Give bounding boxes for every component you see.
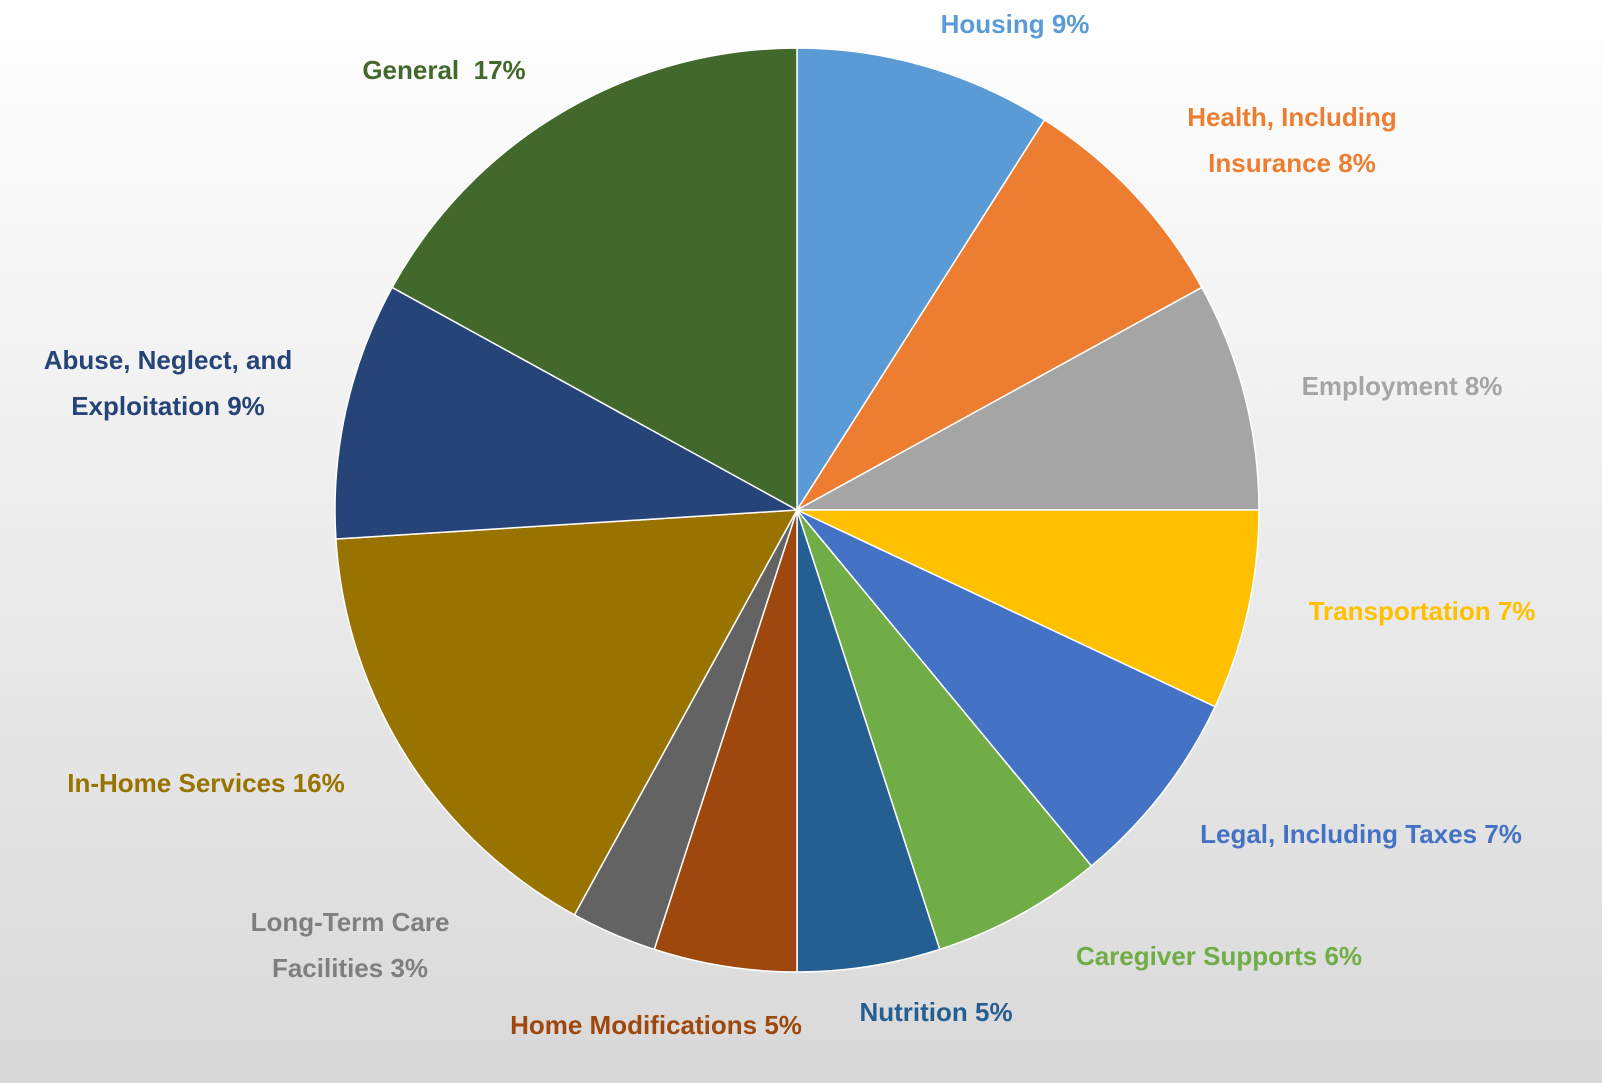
pie-slice (796, 509, 1093, 951)
slice-label: In-Home Services 16% (67, 760, 345, 806)
slice-label: Caregiver Supports 6% (1076, 933, 1362, 979)
slice-label: Abuse, Neglect, and Exploitation 9% (13, 337, 323, 429)
category-label: Abuse, Neglect, and Exploitation (43, 345, 293, 421)
category-label: Caregiver Supports (1075, 941, 1318, 971)
category-label: Nutrition (859, 997, 968, 1027)
slice-label: Employment 8% (1302, 363, 1503, 409)
pie-slice (796, 509, 1217, 868)
slice-label: Long-Term Care Facilities 3% (230, 899, 470, 991)
pie-slice (334, 286, 800, 540)
category-label: General (362, 55, 467, 85)
category-label: Home Modifications (510, 1010, 758, 1040)
slice-label: Home Modifications 5% (506, 1002, 806, 1048)
value-label: 5% (764, 1010, 802, 1040)
slice-label: Transportation 7% (1309, 588, 1536, 634)
value-label: 5% (974, 997, 1013, 1027)
pie-slice (796, 118, 1203, 511)
value-label: 8% (1338, 148, 1376, 178)
value-label: 7% (1484, 819, 1522, 849)
slice-label: Nutrition 5% (859, 989, 1012, 1035)
value-label: 7% (1497, 596, 1536, 626)
category-label: Health, Including Insurance (1187, 102, 1397, 178)
category-label: Housing (940, 9, 1045, 39)
value-label: 17% (473, 55, 526, 85)
category-label: Transportation (1308, 596, 1491, 626)
pie-slice (796, 509, 1260, 708)
pie-slice (335, 509, 799, 916)
pie-slice (796, 47, 1046, 513)
pie-slice (391, 47, 798, 512)
value-label: 8% (1464, 371, 1503, 401)
pie-slice (653, 509, 798, 973)
value-label: 9% (1051, 9, 1090, 39)
value-label: 9% (227, 391, 265, 421)
value-label: 16% (292, 768, 345, 798)
pie-slice (796, 509, 941, 973)
pie-slice (796, 286, 1260, 511)
slice-label: General 17% (362, 47, 525, 93)
value-label: 3% (390, 953, 429, 983)
category-label: In-Home Services (67, 768, 286, 798)
category-label: Legal, Including Taxes (1200, 819, 1478, 849)
slice-label: Health, Including Insurance 8% (1142, 94, 1442, 186)
category-label: Employment (1301, 371, 1458, 401)
slice-label: Legal, Including Taxes 7% (1191, 811, 1531, 857)
value-label: 6% (1324, 941, 1363, 971)
category-label: Long-Term Care Facilities (250, 907, 450, 983)
slice-label: Housing 9% (941, 1, 1090, 47)
